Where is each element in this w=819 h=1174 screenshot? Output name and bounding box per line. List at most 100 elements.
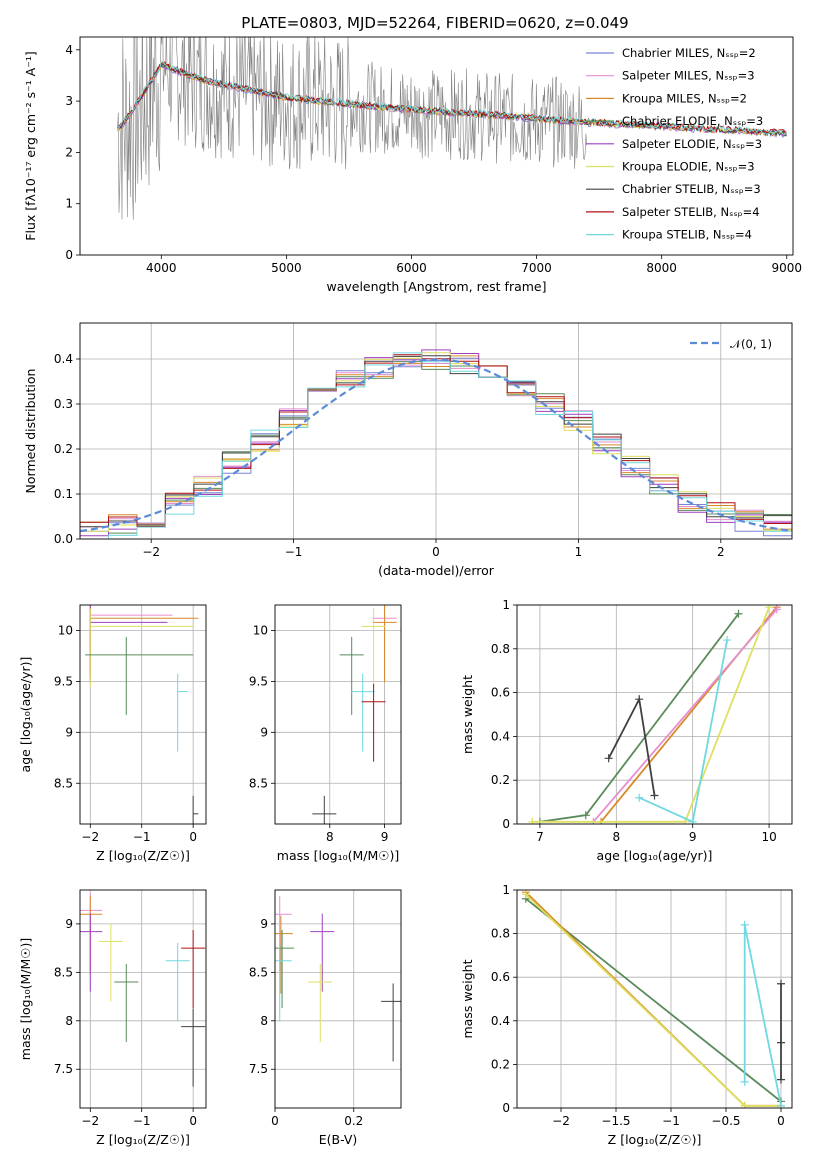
panel-age-vs-Z: −2 −1 0 8.5 9 9.5 10 Z [log₁₀(Z/Z☉)] age [log₁₀(… <box>18 604 207 863</box>
x-tick-label: 0.2 <box>344 1114 363 1128</box>
x-tick-label: 9 <box>381 830 389 844</box>
mass-weight-line <box>638 639 728 824</box>
data-point-marker <box>723 636 732 645</box>
x-axis-label: Z [log₁₀(Z/Z☉)] <box>96 848 190 863</box>
axes-frame <box>79 604 207 825</box>
y-tick-label: 9.5 <box>54 674 73 688</box>
x-tick-label: −1 <box>133 830 151 844</box>
y-tick-label: 1 <box>502 883 510 897</box>
y-tick-label: 7.5 <box>249 1062 268 1076</box>
y-tick-label: 8.5 <box>249 776 268 790</box>
x-tick-label: 0 <box>777 1114 785 1128</box>
y-axis-label: age [log₁₀(age/yr)] <box>18 657 33 773</box>
data-point-marker <box>765 605 774 612</box>
y-tick-label: 0.4 <box>54 352 73 366</box>
axes-frame <box>516 889 793 1109</box>
y-tick-label: 8 <box>260 1014 268 1028</box>
panel-residuals: −2 −1 0 1 2 0.0 0.1 0.2 0.3 0.4 (data-model)/error… <box>23 322 793 578</box>
data-point-marker <box>635 695 644 704</box>
data-point-marker <box>777 1075 785 1084</box>
y-tick-label: 0.8 <box>491 927 510 941</box>
legend-entry: Kroupa STELIB, Nₛₛₚ=4 <box>622 228 752 242</box>
x-tick-label: −1.5 <box>601 1114 630 1128</box>
mass-weight-line <box>539 613 740 823</box>
y-axis-label: mass weight <box>460 675 475 754</box>
panel-spectrum: 4000 5000 6000 7000 8000 9000 0 1 2 3 4 wavelength … <box>23 36 802 294</box>
y-tick-label: 0.4 <box>491 1014 510 1028</box>
x-tick-label: 7000 <box>521 261 552 275</box>
y-tick-label: 0 <box>502 817 510 831</box>
y-tick-label: 9 <box>65 725 73 739</box>
mass-weight-line <box>743 924 782 1106</box>
axes-frame <box>516 604 793 825</box>
legend-entry: 𝒩(0, 1) <box>730 337 772 351</box>
x-tick-label: 9 <box>689 830 697 844</box>
y-axis-label: Flux [fλ10⁻¹⁷ erg cm⁻² s⁻¹ A⁻¹] <box>23 51 38 240</box>
y-tick-label: 1 <box>65 197 73 211</box>
axes-frame <box>79 889 207 1109</box>
x-tick-label: 7 <box>536 830 544 844</box>
plot-area <box>528 605 781 824</box>
mass-weight-line <box>532 606 770 823</box>
y-tick-label: 0.0 <box>54 532 73 546</box>
observed-spectrum <box>117 37 587 220</box>
y-tick-label: 0.3 <box>54 397 73 411</box>
y-tick-label: 0.6 <box>491 970 510 984</box>
x-tick-label: 8 <box>326 830 334 844</box>
y-tick-label: 8.5 <box>54 776 73 790</box>
y-tick-label: 0 <box>502 1101 510 1115</box>
figure-title: PLATE=0803, MJD=52264, FIBERID=0620, z=0… <box>241 14 628 32</box>
y-tick-label: 9 <box>260 725 268 739</box>
y-tick-label: 9 <box>65 917 73 931</box>
legend-entry: Kroupa MILES, Nₛₛₚ=2 <box>622 91 747 105</box>
axes-frame <box>274 604 402 825</box>
x-tick-label: 1 <box>575 545 583 559</box>
y-tick-label: 10 <box>58 623 73 637</box>
x-tick-label: 0 <box>189 1114 197 1128</box>
spectrum-legend: Chabrier MILES, Nₛₛₚ=2 Salpeter MILES, Nₛ… <box>586 46 763 242</box>
x-tick-label: 0 <box>189 830 197 844</box>
x-tick-label: 5000 <box>271 261 302 275</box>
y-tick-label: 8.5 <box>54 965 73 979</box>
x-tick-label: −2 <box>552 1114 570 1128</box>
data-point-marker <box>777 1038 785 1047</box>
panel-massweight-vs-age: 7 8 9 10 0 0.2 0.4 0.6 0.8 1 age [log₁₀(age/yr)] ma… <box>460 598 793 863</box>
legend-entry: Salpeter STELIB, Nₛₛₚ=4 <box>622 205 760 219</box>
x-axis-label: Z [log₁₀(Z/Z☉)] <box>96 1132 190 1147</box>
axes-frame <box>79 322 793 540</box>
axes-frame <box>274 889 402 1109</box>
legend-entry: Chabrier MILES, Nₛₛₚ=2 <box>622 46 756 60</box>
x-tick-label: −1 <box>662 1114 680 1128</box>
y-tick-label: 0.2 <box>491 1057 510 1071</box>
legend-entry: Salpeter ELODIE, Nₛₛₚ=3 <box>622 137 762 151</box>
x-tick-label: 9000 <box>771 261 802 275</box>
data-point-marker <box>777 979 785 988</box>
x-axis-label: Z [log₁₀(Z/Z☉)] <box>608 1132 702 1147</box>
y-tick-label: 0.1 <box>54 487 73 501</box>
mass-weight-line <box>607 696 656 796</box>
panel-mass-vs-ebv: 0 0.2 7.5 8 8.5 9 E(B-V) <box>249 889 402 1147</box>
panel-mass-vs-Z: −2 −1 0 7.5 8 8.5 9 Z [log₁₀(Z/Z☉)] mass [log₁₀(… <box>18 889 207 1147</box>
x-axis-label: age [log₁₀(age/yr)] <box>597 848 713 863</box>
data-point-marker <box>734 609 743 618</box>
y-tick-label: 7.5 <box>54 1062 73 1076</box>
x-tick-label: 0 <box>432 545 440 559</box>
y-tick-label: 0.6 <box>491 686 510 700</box>
normal-reference-curve <box>80 358 792 533</box>
y-tick-label: 2 <box>65 145 73 159</box>
y-tick-label: 10 <box>253 623 268 637</box>
data-point-marker <box>604 754 613 763</box>
x-tick-label: 10 <box>761 830 776 844</box>
plot-area <box>275 896 401 1062</box>
y-tick-label: 1 <box>502 598 510 612</box>
y-tick-label: 0.8 <box>491 642 510 656</box>
axes-frame <box>79 36 794 256</box>
x-axis-label: E(B-V) <box>319 1132 358 1147</box>
x-tick-label: 6000 <box>396 261 427 275</box>
y-tick-label: 4 <box>65 43 73 57</box>
legend-entry: Chabrier STELIB, Nₛₛₚ=3 <box>622 182 761 196</box>
data-point-marker <box>581 811 590 820</box>
plot-area <box>80 892 206 1087</box>
plot-area <box>117 37 787 220</box>
